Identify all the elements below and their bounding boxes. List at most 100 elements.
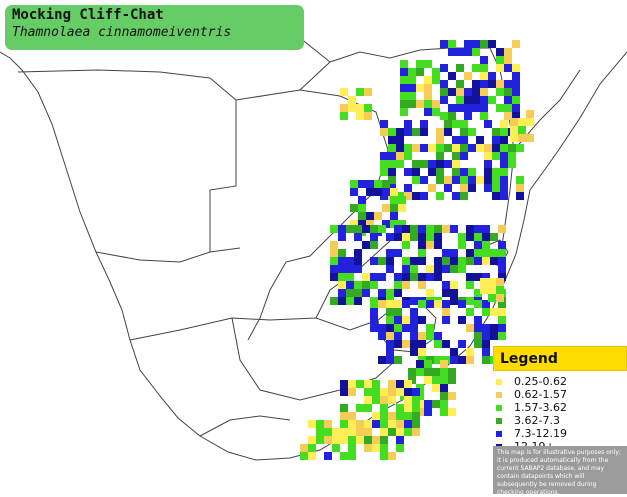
- grid-cell: [356, 436, 364, 444]
- grid-cell: [358, 204, 366, 212]
- grid-cell: [452, 168, 460, 176]
- grid-cell: [510, 126, 518, 134]
- grid-cell: [364, 88, 372, 96]
- grid-cell: [400, 76, 408, 84]
- grid-cell: [504, 64, 512, 72]
- grid-cell: [396, 388, 404, 396]
- grid-cell: [456, 96, 464, 104]
- grid-cell: [482, 241, 490, 249]
- grid-cell: [338, 257, 346, 265]
- grid-cell: [410, 316, 418, 324]
- grid-cell: [444, 144, 452, 152]
- grid-cell: [480, 56, 488, 64]
- grid-cell: [474, 273, 482, 281]
- grid-cell: [402, 241, 410, 249]
- grid-cell: [390, 204, 398, 212]
- grid-cell: [452, 136, 460, 144]
- species-title-box: Mocking Cliff-Chat Thamnolaea cinnamomei…: [5, 5, 304, 50]
- grid-cell: [498, 273, 506, 281]
- grid-cell: [500, 144, 508, 152]
- grid-cell: [412, 396, 420, 404]
- grid-cell: [396, 152, 404, 160]
- grid-cell: [404, 380, 412, 388]
- swatch-icon: [496, 391, 502, 398]
- grid-cell: [436, 144, 444, 152]
- grid-cell: [420, 128, 428, 136]
- grid-cell: [396, 412, 404, 420]
- grid-cell: [348, 104, 356, 112]
- grid-cell: [396, 420, 404, 428]
- grid-cell: [356, 404, 364, 412]
- grid-cell: [366, 180, 374, 188]
- grid-cell: [452, 176, 460, 184]
- grid-cell: [404, 128, 412, 136]
- grid-cell: [382, 188, 390, 196]
- grid-cell: [410, 233, 418, 241]
- grid-cell: [516, 144, 524, 152]
- grid-cell: [448, 112, 456, 120]
- grid-cell: [404, 420, 412, 428]
- grid-cell: [440, 408, 448, 416]
- grid-cell: [394, 273, 402, 281]
- grid-cell: [386, 340, 394, 348]
- grid-cell: [442, 300, 450, 308]
- grid-cell: [404, 428, 412, 436]
- grid-cell: [378, 273, 386, 281]
- grid-cell: [348, 452, 356, 460]
- grid-cell: [410, 257, 418, 265]
- grid-cell: [408, 100, 416, 108]
- grid-cell: [388, 128, 396, 136]
- grid-cell: [466, 308, 474, 316]
- grid-cell: [348, 444, 356, 452]
- grid-cell: [466, 257, 474, 265]
- grid-cell: [482, 300, 490, 308]
- grid-cell: [374, 180, 382, 188]
- grid-cell: [356, 104, 364, 112]
- grid-cell: [492, 136, 500, 144]
- grid-cell: [382, 180, 390, 188]
- grid-cell: [378, 356, 386, 364]
- grid-cell: [330, 257, 338, 265]
- grid-cell: [362, 225, 370, 233]
- grid-cell: [440, 360, 448, 368]
- grid-cell: [380, 436, 388, 444]
- grid-cell: [450, 289, 458, 297]
- grid-cell: [474, 340, 482, 348]
- grid-cell: [370, 241, 378, 249]
- grid-cell: [378, 289, 386, 297]
- grid-cell: [388, 428, 396, 436]
- grid-cell: [488, 80, 496, 88]
- grid-cell: [512, 112, 520, 120]
- legend-item: 0.25-0.62: [496, 375, 627, 388]
- grid-cell: [492, 152, 500, 160]
- grid-cell: [426, 241, 434, 249]
- grid-cell: [498, 332, 506, 340]
- grid-cell: [416, 84, 424, 92]
- grid-cell: [386, 356, 394, 364]
- grid-cell: [424, 368, 432, 376]
- grid-cell: [468, 168, 476, 176]
- grid-cell: [388, 152, 396, 160]
- grid-cell: [482, 332, 490, 340]
- atlas-grid-cells: [300, 40, 534, 460]
- grid-cell: [444, 176, 452, 184]
- grid-cell: [444, 128, 452, 136]
- disclaimer-text: This map is for illustrative purposes on…: [493, 446, 627, 496]
- grid-cell: [512, 80, 520, 88]
- grid-cell: [464, 72, 472, 80]
- grid-cell: [496, 64, 504, 72]
- grid-cell: [348, 380, 356, 388]
- grid-cell: [324, 436, 332, 444]
- grid-cell: [350, 180, 358, 188]
- grid-cell: [480, 40, 488, 48]
- grid-cell: [388, 144, 396, 152]
- grid-cell: [400, 60, 408, 68]
- grid-cell: [358, 212, 366, 220]
- grid-cell: [504, 80, 512, 88]
- grid-cell: [450, 265, 458, 273]
- grid-cell: [308, 444, 316, 452]
- grid-cell: [448, 72, 456, 80]
- grid-cell: [474, 225, 482, 233]
- grid-cell: [484, 144, 492, 152]
- grid-cell: [402, 273, 410, 281]
